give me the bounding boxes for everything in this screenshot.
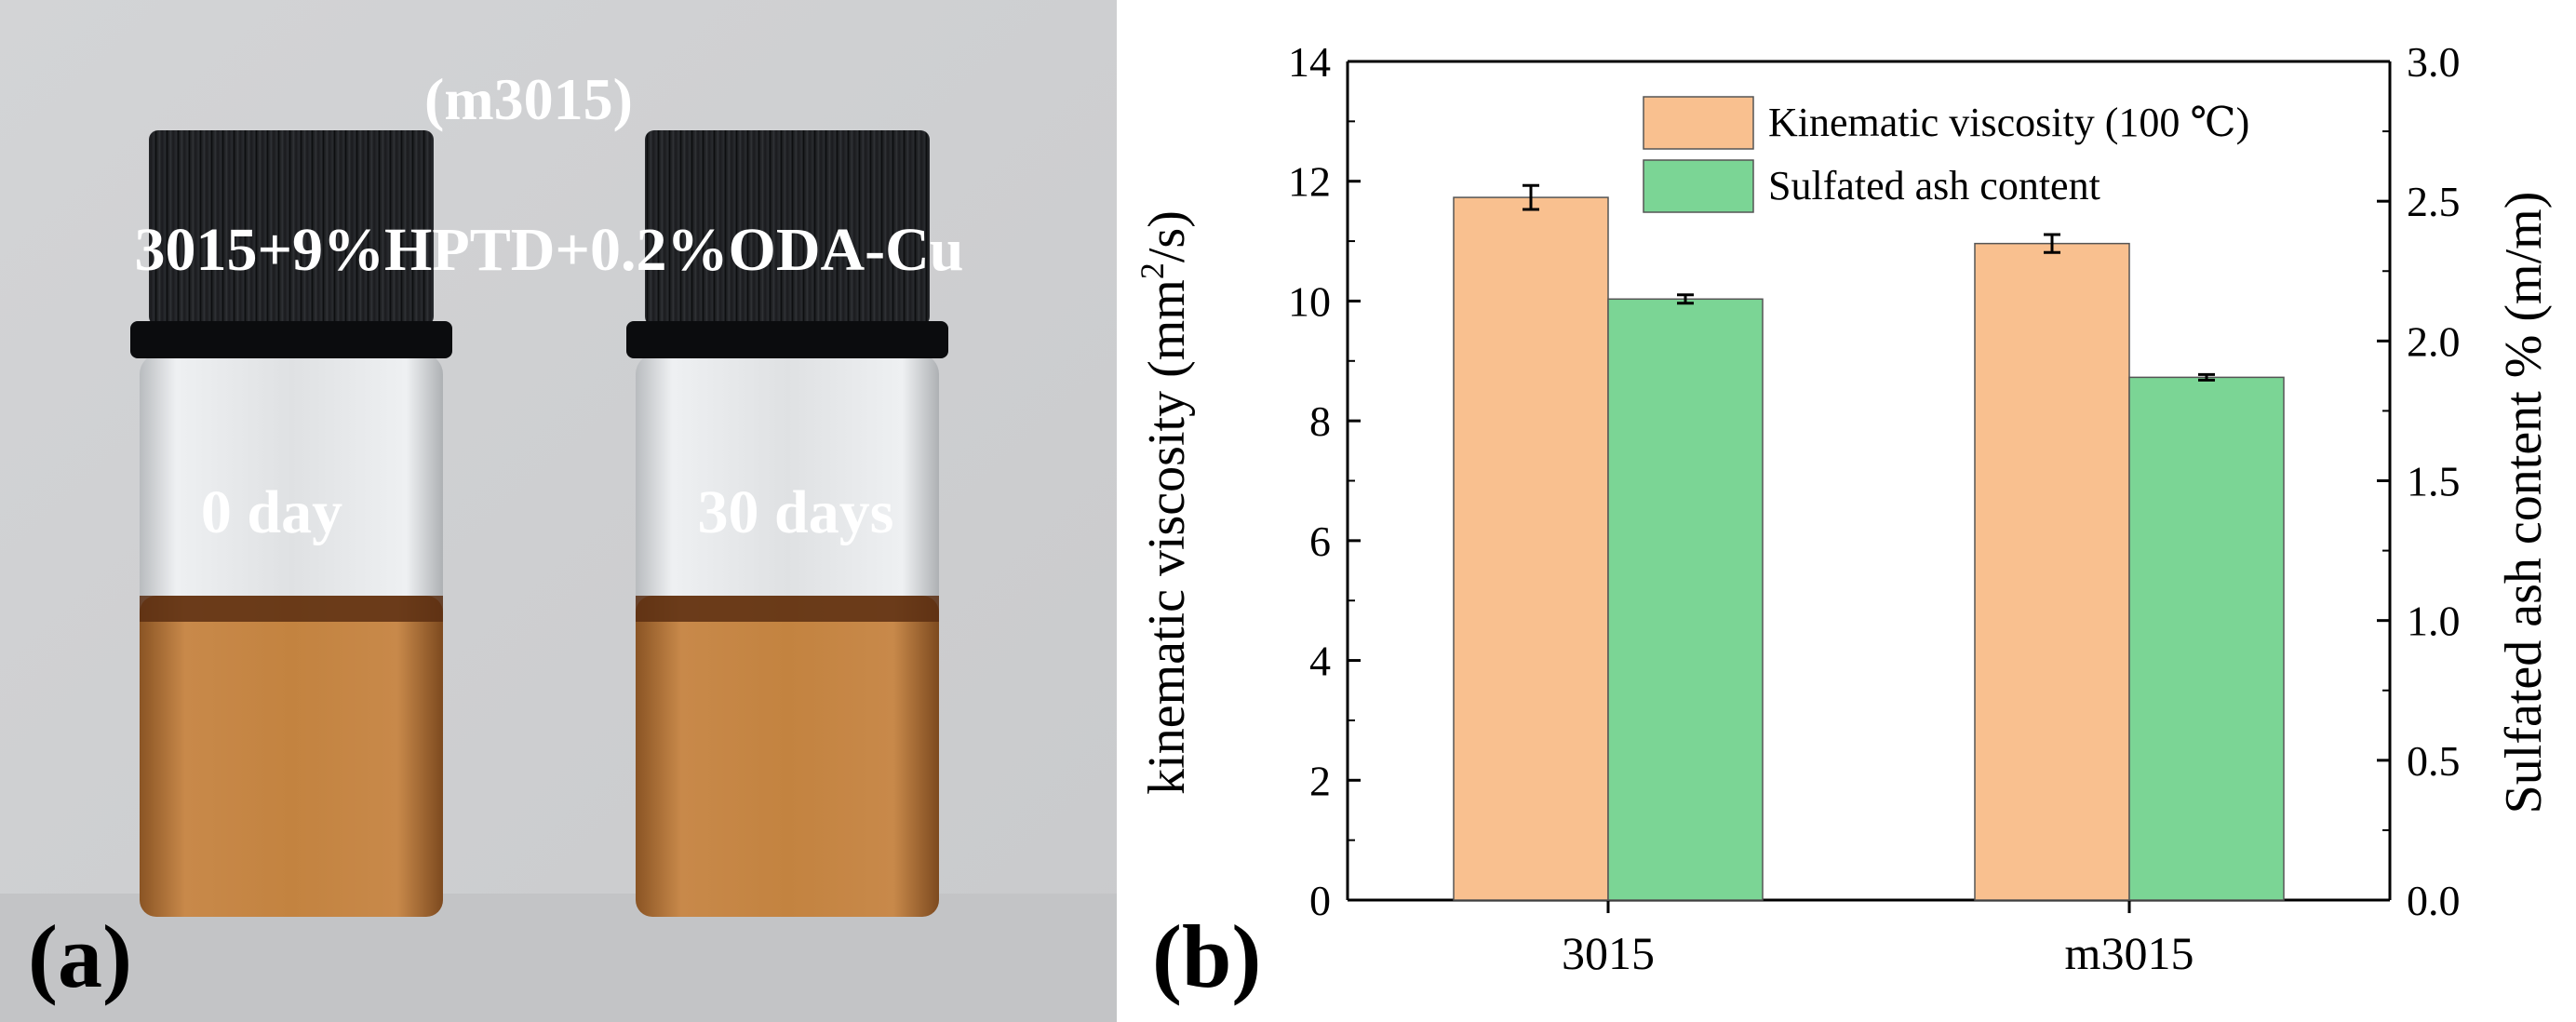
chart-panel: 0 2 4 6 8 10 12 14 0.0 0.5 1.0 1.5 2.0 2.5 3.0 3015 m301…: [1134, 38, 2553, 1006]
vial-liquid: [140, 596, 443, 917]
y-left-tick-label: 10: [1288, 277, 1331, 325]
y-left-tick-label: 0: [1309, 877, 1331, 924]
y-right-tick-label: 2.5: [2407, 178, 2461, 225]
vial-0-day: [130, 130, 452, 917]
y-right-tick-label: 2.0: [2407, 317, 2461, 365]
bar-ash-3015: [1607, 298, 1764, 901]
legend-swatch-ash: [1643, 159, 1754, 213]
x-tick-label: m3015: [2065, 927, 2194, 979]
sample-formula-label: 3015+9%HPTD+0.2%ODA-Cu: [134, 216, 963, 284]
y-left-tick-label: 6: [1309, 518, 1331, 565]
cap-rim: [626, 321, 948, 358]
legend-label-viscosity: Kinematic viscosity (100 ℃): [1768, 100, 2249, 145]
y-right-tick-label: 0.0: [2407, 877, 2461, 924]
vial-caption-0-day: 0 day: [201, 478, 342, 546]
legend-label-ash: Sulfated ash content: [1768, 163, 2100, 208]
y-right-tick-label: 1.5: [2407, 458, 2461, 505]
y-left-tick-label: 12: [1288, 158, 1331, 206]
vial-liquid: [636, 596, 939, 917]
vial-caption-30-days: 30 days: [698, 478, 894, 546]
y-left-tick-label: 2: [1309, 757, 1331, 804]
panel-label-b: (b): [1152, 907, 1261, 1006]
liquid-meniscus: [636, 596, 939, 622]
x-tick-label: 3015: [1562, 927, 1655, 979]
legend-swatch-viscosity: [1643, 96, 1754, 150]
vial-cap: [645, 130, 930, 326]
cap-rim: [130, 321, 452, 358]
plot-area: 0 2 4 6 8 10 12 14 0.0 0.5 1.0 1.5 2.0 2.5 3.0 3015 m301…: [1288, 38, 2461, 979]
bar-ash-m3015: [2128, 376, 2285, 901]
y-left-tick-label: 8: [1309, 397, 1331, 445]
vial-cap: [149, 130, 434, 326]
photo-panel: (m3015) 3015+9%HPTD+0.2%ODA-Cu 0 day 30 …: [0, 0, 1117, 1022]
sample-name-label: (m3015): [424, 66, 633, 132]
y-left-tick-label: 4: [1309, 638, 1331, 685]
panel-label-a: (a): [28, 907, 132, 1006]
y-right-tick-label: 0.5: [2407, 737, 2461, 785]
bar-viscosity-3015: [1453, 196, 1609, 901]
bar-viscosity-m3015: [1974, 242, 2130, 901]
y-left-tick-label: 14: [1288, 38, 1331, 86]
y-axis-right-title: Sulfated ash content % (m/m): [2495, 192, 2553, 814]
vial-30-days: [626, 130, 948, 917]
liquid-meniscus: [140, 596, 443, 622]
y-right-tick-label: 3.0: [2407, 38, 2461, 86]
y-axis-left-title: kinematic viscosity (mm2/s): [1134, 210, 1196, 795]
legend: Kinematic viscosity (100 ℃) Sulfated ash…: [1643, 96, 2249, 213]
y-right-tick-label: 1.0: [2407, 598, 2461, 645]
